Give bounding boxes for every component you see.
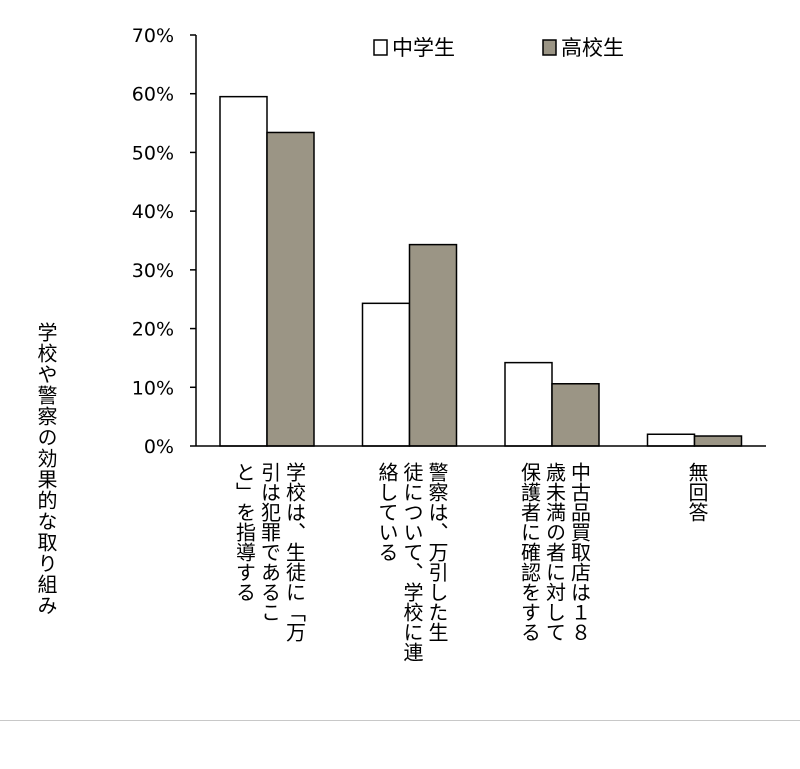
- y-tick-label: 40%: [132, 201, 174, 223]
- y-tick-label: 70%: [132, 25, 174, 47]
- bars: [219, 95, 743, 447]
- y-tick-label: 20%: [132, 319, 174, 341]
- bar-high-school-0: [266, 131, 315, 447]
- y-axis: 0% 10% 20% 30% 40% 50% 60% 70%: [132, 25, 197, 458]
- bar-high-school-2: [551, 383, 600, 447]
- category-label-0: 学校は、生徒に「万 引は犯罪であるこ と」を指導する: [232, 462, 307, 642]
- bar-junior-high-1: [361, 302, 411, 447]
- legend-label: 中学生: [392, 36, 455, 60]
- legend-label: 高校生: [561, 36, 624, 60]
- bar-high-school-1: [408, 243, 458, 447]
- bar-junior-high-2: [504, 361, 553, 447]
- category-label-1: 警察は、万引した生 徒について、学校に連 絡している: [375, 462, 449, 662]
- legend-swatch: [373, 39, 388, 56]
- bar-junior-high-3: [646, 433, 696, 447]
- y-tick-label: 10%: [132, 377, 174, 399]
- y-axis-label: 学校や警察の効果的な取り組み: [34, 322, 58, 616]
- divider: [0, 720, 800, 721]
- category-label-3: 無回答: [685, 462, 709, 522]
- bar-junior-high-0: [219, 95, 268, 447]
- y-tick-label: 0%: [144, 436, 174, 458]
- y-tick-label: 50%: [132, 142, 174, 164]
- legend-swatch: [542, 39, 557, 56]
- y-tick-label: 30%: [132, 260, 174, 282]
- category-label-2: 中古品買取店は１８ 歳未満の者に対して 保護者に確認をする: [517, 462, 592, 642]
- legend: 中学生 高校生: [373, 36, 624, 60]
- bar-high-school-3: [693, 435, 743, 447]
- y-tick-label: 60%: [132, 84, 174, 106]
